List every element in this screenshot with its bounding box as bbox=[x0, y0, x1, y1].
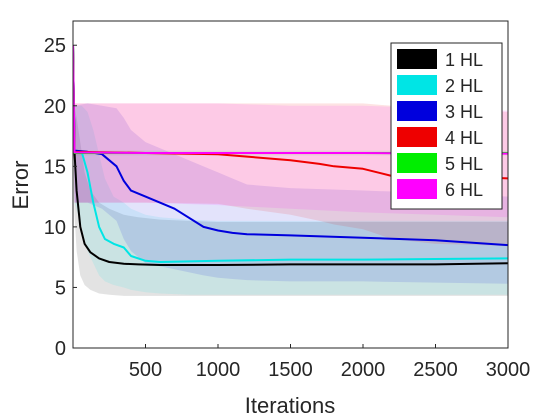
y-tick-label: 0 bbox=[55, 338, 66, 360]
legend-swatch-3-hl bbox=[397, 101, 437, 121]
x-tick-label: 2500 bbox=[413, 359, 458, 381]
x-tick-label: 500 bbox=[129, 359, 162, 381]
legend-label-2-hl: 2 HL bbox=[445, 76, 483, 96]
legend-label-1-hl: 1 HL bbox=[445, 50, 483, 70]
legend-swatch-4-hl bbox=[397, 127, 437, 147]
y-tick-label: 5 bbox=[55, 277, 66, 299]
legend-swatch-6-hl bbox=[397, 179, 437, 199]
x-tick-label: 3000 bbox=[486, 359, 531, 381]
legend-swatch-2-hl bbox=[397, 75, 437, 95]
legend-label-6-hl: 6 HL bbox=[445, 180, 483, 200]
y-tick-label: 20 bbox=[44, 96, 66, 118]
legend-label-3-hl: 3 HL bbox=[445, 102, 483, 122]
y-tick-label: 25 bbox=[44, 35, 66, 57]
y-tick-label: 15 bbox=[44, 156, 66, 178]
band-1-hl bbox=[73, 33, 508, 296]
x-tick-label: 2000 bbox=[341, 359, 386, 381]
legend-swatch-5-hl bbox=[397, 153, 437, 173]
band-2-hl bbox=[73, 33, 508, 295]
x-tick-label: 1000 bbox=[196, 359, 241, 381]
y-tick-label: 10 bbox=[44, 217, 66, 239]
legend: 1 HL 2 HL 3 HL 4 HL 5 HL 6 HL bbox=[390, 42, 503, 210]
y-axis-label: Error bbox=[8, 161, 33, 210]
series-line-1-hl bbox=[73, 45, 508, 266]
band-3-hl bbox=[73, 33, 508, 284]
legend-label-5-hl: 5 HL bbox=[445, 154, 483, 174]
y-axis: 0 5 10 15 20 25 bbox=[44, 35, 77, 360]
legend-swatch-1-hl bbox=[397, 49, 437, 69]
x-axis: 500 1000 1500 2000 2500 3000 bbox=[129, 344, 530, 381]
x-tick-label: 1500 bbox=[268, 359, 313, 381]
series-line-2-hl bbox=[73, 45, 508, 263]
x-axis-label: Iterations bbox=[245, 393, 336, 418]
legend-label-4-hl: 4 HL bbox=[445, 128, 483, 148]
